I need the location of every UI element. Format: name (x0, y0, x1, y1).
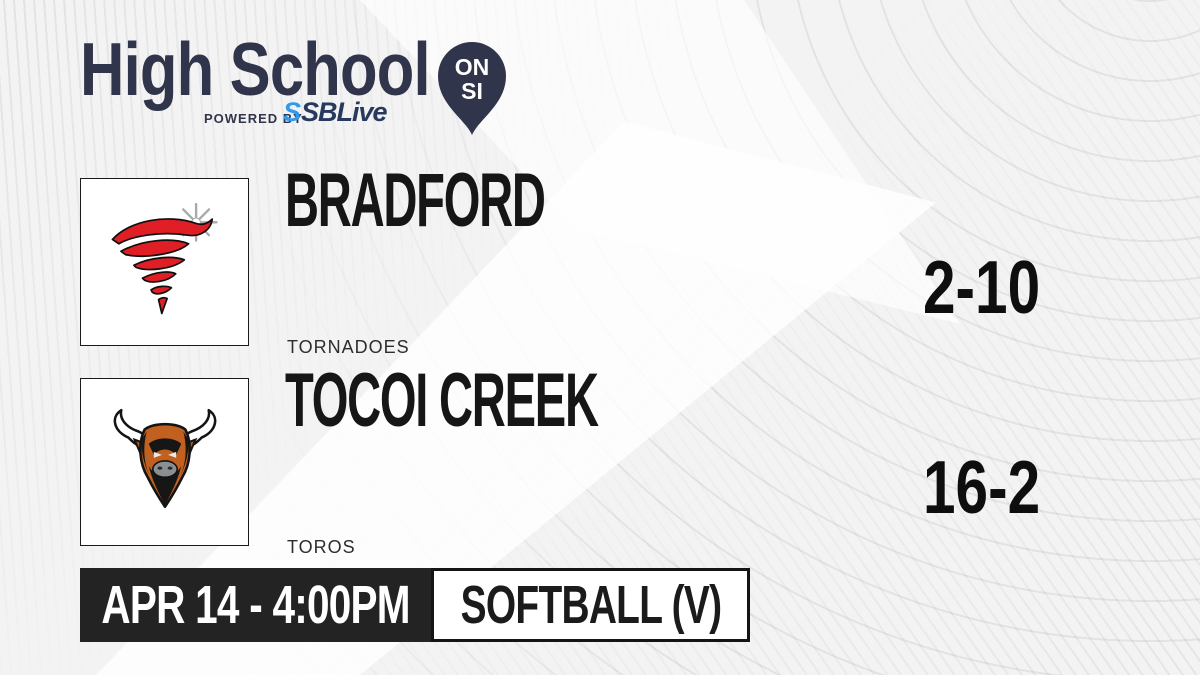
team-name-bradford: BRADFORD (285, 158, 546, 243)
powered-by-label: POWERED BY (204, 111, 303, 126)
team-mascot-tornadoes: TORNADOES (287, 337, 410, 357)
team-record-tocoi-creek: 16-2 (922, 445, 1040, 529)
team-mascot-toros: TOROS (287, 537, 356, 557)
event-sport-label: SOFTBALL (V) (460, 575, 721, 635)
sblive-s-icon: S (283, 97, 301, 127)
event-sport-box: SOFTBALL (V) (431, 568, 750, 642)
pin-text-si: SI (461, 78, 483, 104)
sblive-logo: SSBLive (283, 97, 388, 127)
pin-text-on: ON (455, 54, 490, 80)
event-datetime-box: APR 14 - 4:00PM (80, 568, 431, 642)
event-datetime-label: APR 14 - 4:00PM (101, 575, 410, 635)
tornado-icon (111, 203, 218, 315)
bull-icon (113, 408, 216, 509)
on-si-pin-icon: ON SI (438, 42, 506, 135)
team-record-bradford: 2-10 (922, 245, 1040, 329)
team-name-tocoi-creek: TOCOI CREEK (285, 358, 599, 443)
bradford-logo-box (80, 178, 249, 346)
tocoi-creek-logo-box (80, 378, 249, 546)
sblive-wordmark: SBLive (301, 97, 388, 127)
brand-title: High School (80, 27, 431, 111)
